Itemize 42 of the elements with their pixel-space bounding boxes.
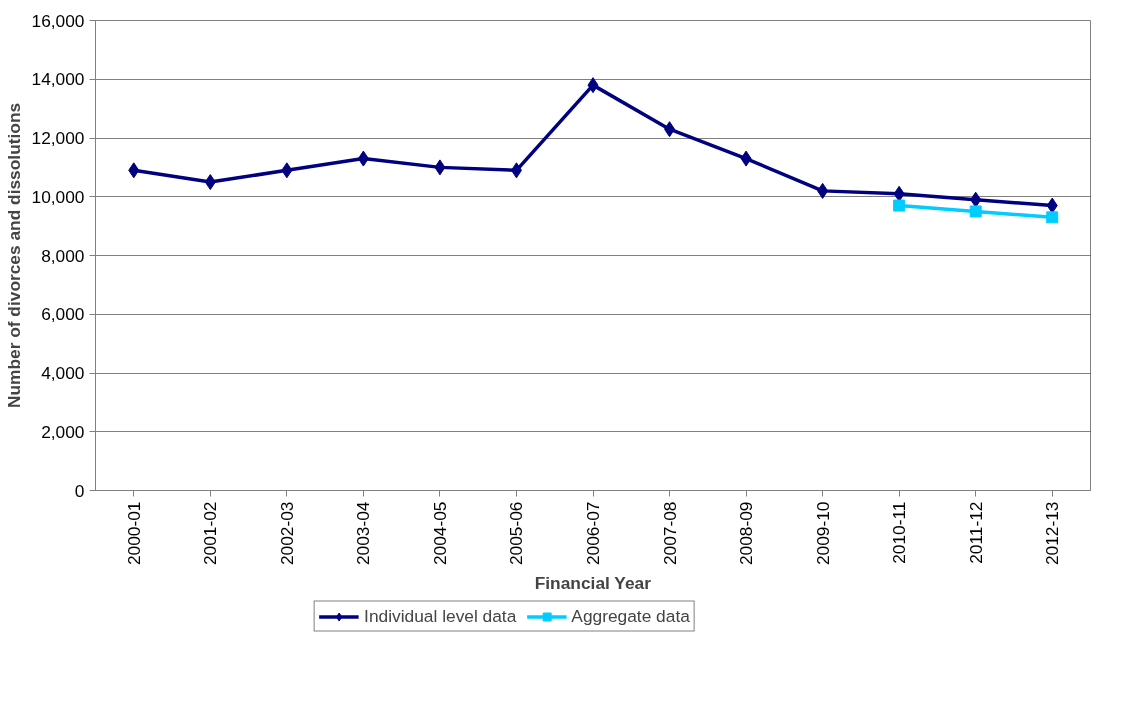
point <box>1046 197 1058 214</box>
y-tick-label: 12,000 <box>31 128 85 148</box>
x-tick-label: 2005-06 <box>506 501 527 566</box>
x-tick-label: 2012-13 <box>1042 501 1063 566</box>
point <box>434 159 446 176</box>
y-tick-label: 14,000 <box>31 69 85 90</box>
point <box>970 191 982 208</box>
x-axis-title: Financial Year <box>534 573 652 594</box>
x-tick-label: 2003-04 <box>353 501 374 566</box>
y-tick-label: 4,000 <box>41 363 85 383</box>
point <box>128 162 140 179</box>
x-tick-label: 2010-11 <box>889 501 910 564</box>
y-tick-label: 10,000 <box>31 186 85 207</box>
point <box>587 77 599 94</box>
x-tick-label: 2006-07 <box>583 501 603 566</box>
x-tick-label: 2008-09 <box>736 501 757 566</box>
y-tick-label: 0 <box>74 480 85 501</box>
y-tick-label: 2,000 <box>41 421 85 442</box>
point <box>664 121 676 138</box>
point <box>357 150 369 167</box>
x-tick-label: 2001-02 <box>200 501 221 566</box>
x-tick-label: 2000-01 <box>123 501 144 566</box>
point <box>1046 211 1059 224</box>
x-tick-label: 2004-05 <box>429 501 450 566</box>
point <box>817 182 829 199</box>
point <box>510 162 522 179</box>
legend-label: Individual level data <box>364 605 517 627</box>
x-tick-label: 2009-10 <box>812 501 833 566</box>
y-tick-label: 6,000 <box>41 304 85 325</box>
y-tick-label: 16,000 <box>31 10 85 31</box>
x-tick-label: 2011-12 <box>965 501 986 564</box>
point <box>281 162 293 179</box>
legend-label: Aggregate data <box>571 605 690 627</box>
x-tick-label: 2002-03 <box>276 501 297 566</box>
point <box>893 185 905 202</box>
point <box>969 205 982 218</box>
x-tick-label: 2007-08 <box>659 501 680 566</box>
point <box>204 174 216 191</box>
point <box>740 150 752 167</box>
y-axis-title: Number of divorces and dissolutions <box>3 102 24 409</box>
point <box>893 199 906 212</box>
y-tick-label: 8,000 <box>41 245 85 266</box>
